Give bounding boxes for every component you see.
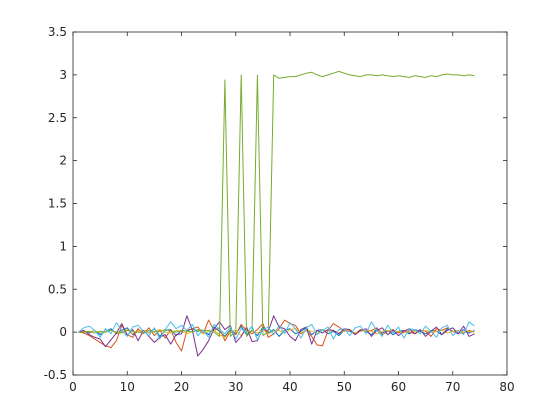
x-tick-label: 10 [120,380,135,394]
x-tick-label: 0 [69,380,77,394]
y-tick-label: 0.5 [48,282,67,296]
x-tick-label: 60 [391,380,406,394]
x-tick-label: 50 [337,380,352,394]
y-axis: -0.5 0 0.5 1 1.5 2 2.5 3 3.5 [44,25,507,382]
y-tick-label: 2.5 [48,111,67,125]
y-tick-label: 3 [59,68,67,82]
y-tick-label: -0.5 [44,368,67,382]
y-tick-label: 0 [59,325,67,339]
y-tick-label: 1.5 [48,197,67,211]
plot-lines [78,70,475,357]
x-tick-label: 30 [228,380,243,394]
x-tick-label: 80 [499,380,514,394]
x-tick-label: 20 [174,380,189,394]
y-tick-label: 2 [59,154,67,168]
x-axis: 0 10 20 30 40 50 60 70 80 [69,32,515,394]
x-tick-label: 40 [282,380,297,394]
y-tick-label: 1 [59,239,67,253]
y-tick-label: 3.5 [48,25,67,39]
series-line-6 [78,321,475,341]
x-tick-label: 70 [445,380,460,394]
